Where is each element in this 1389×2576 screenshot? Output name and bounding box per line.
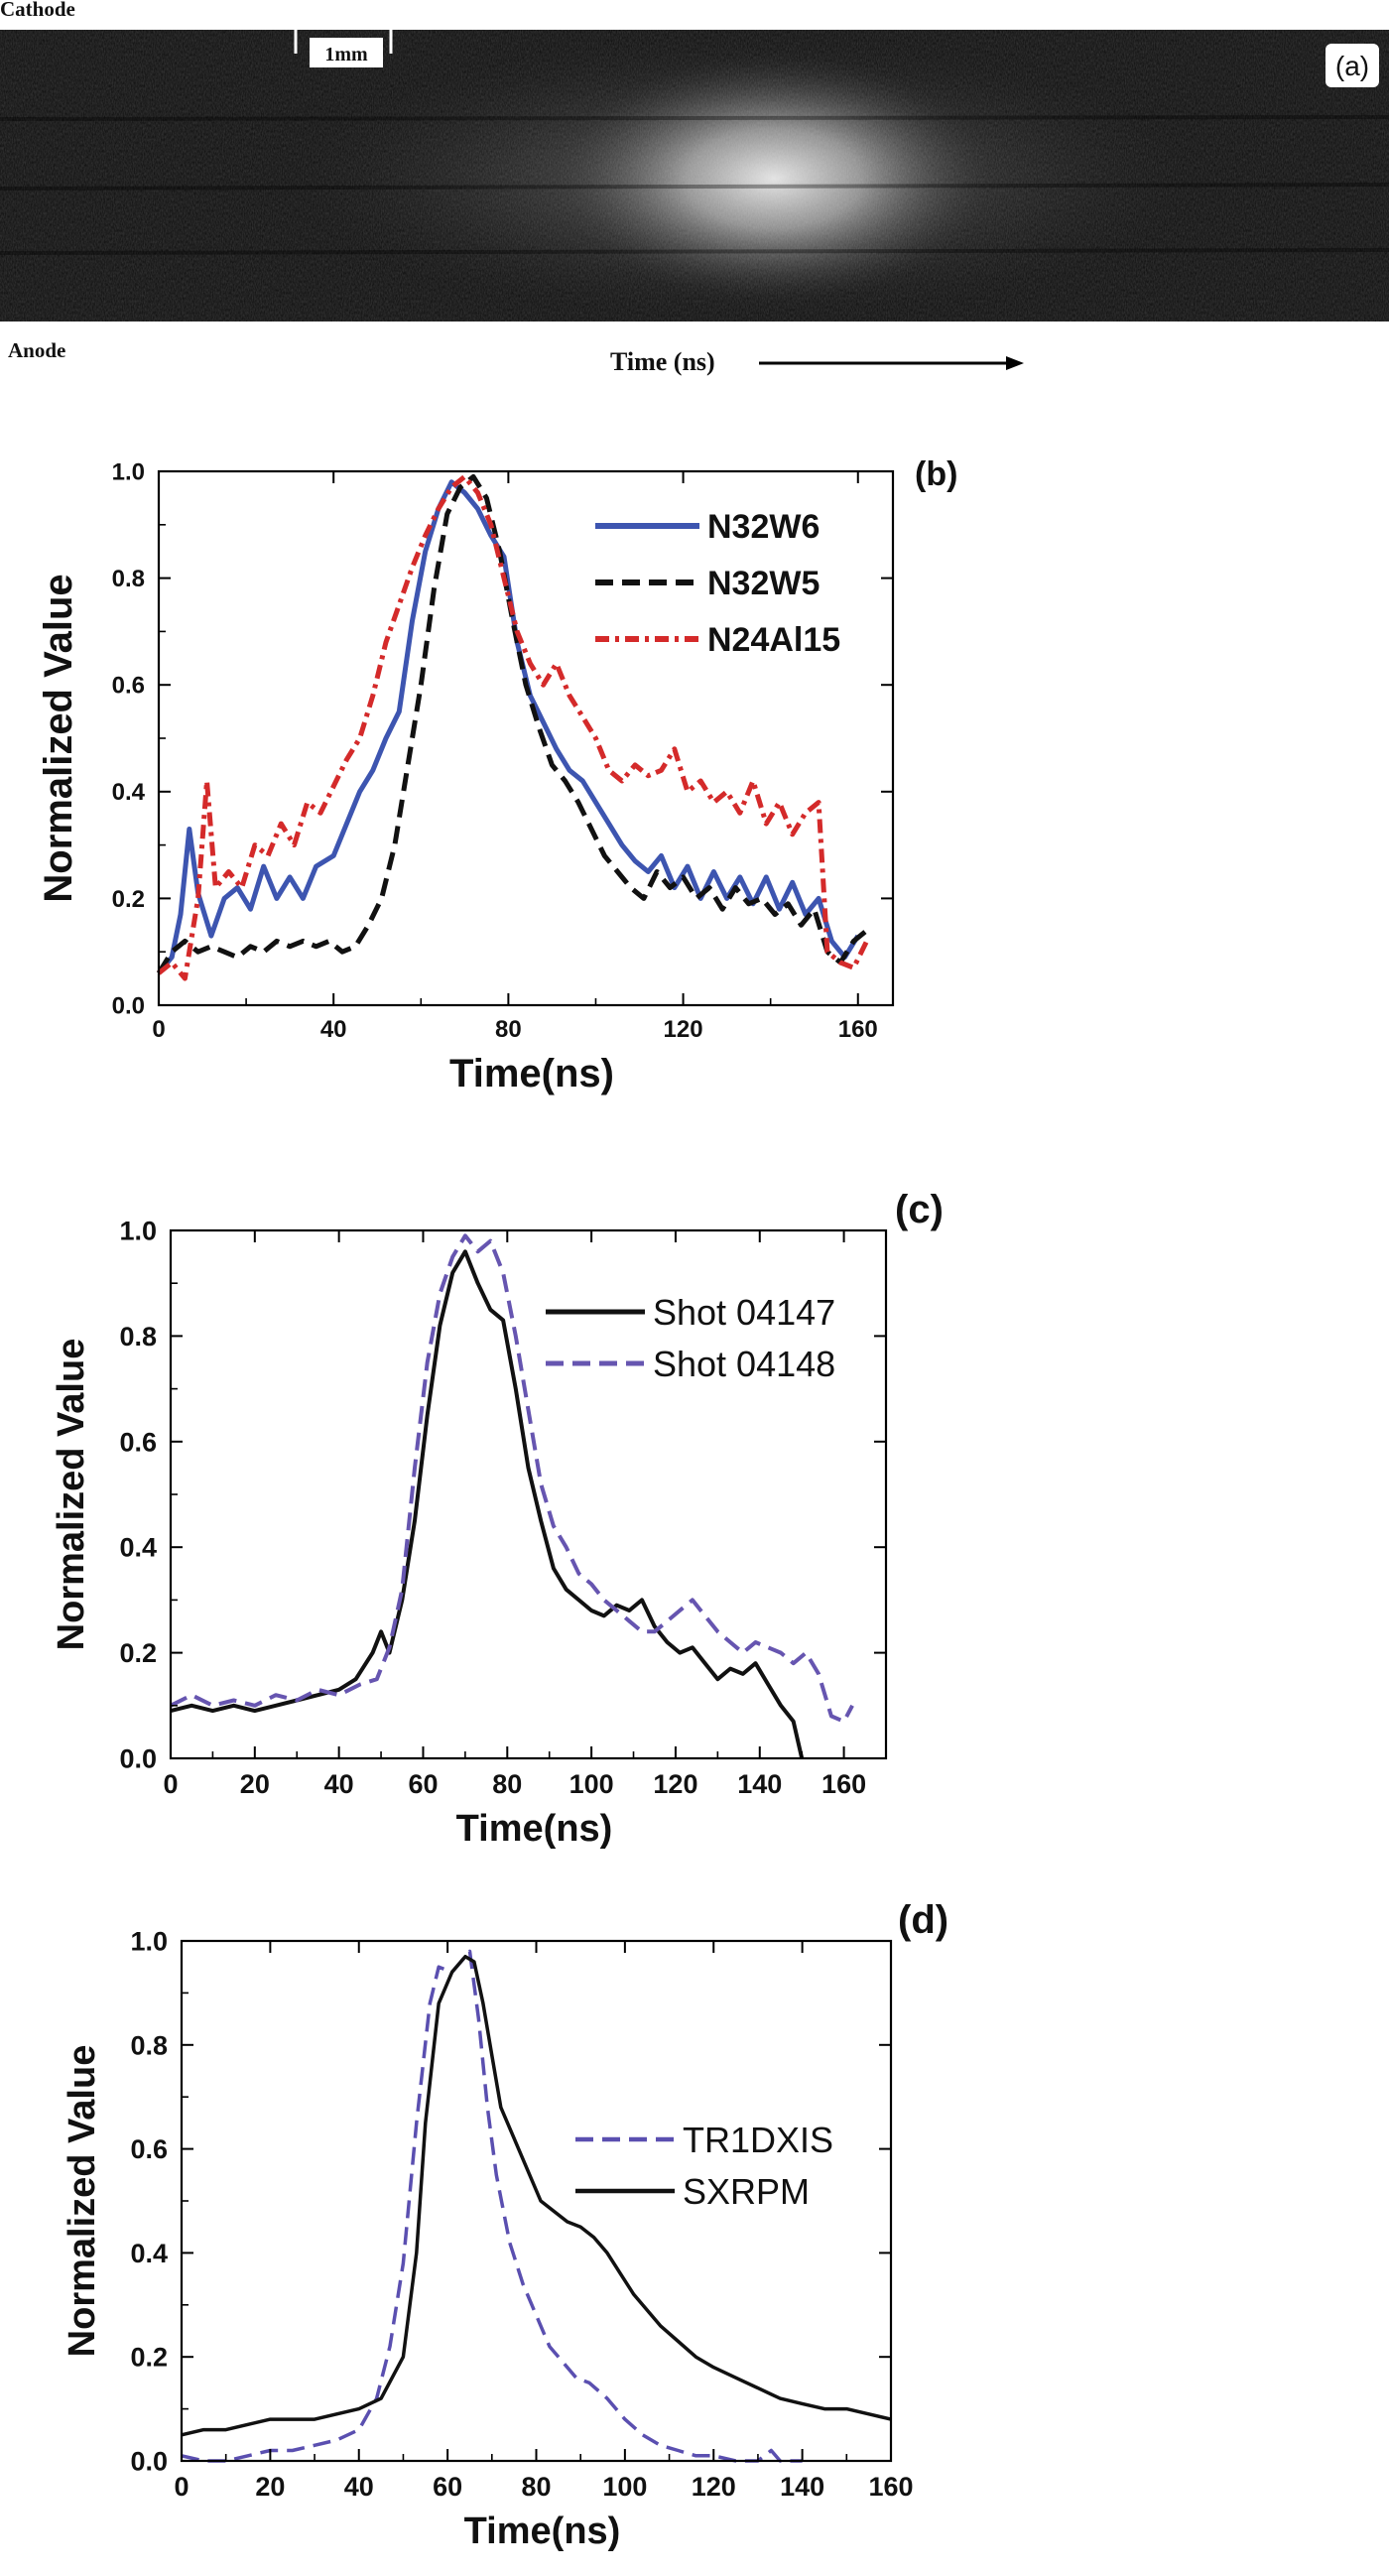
y-axis-title: Normalized Value — [51, 1339, 92, 1651]
streak-noise — [0, 30, 1389, 322]
y-tick-label: 0.4 — [112, 779, 146, 806]
x-tick-label: 80 — [492, 1769, 522, 1799]
scale-bar-box — [310, 38, 383, 67]
x-tick-label: 140 — [780, 2472, 824, 2502]
y-tick-label: 1.0 — [119, 1216, 157, 1245]
y-tick-label: 0.2 — [119, 1638, 157, 1668]
legend-label-2: Shot 04148 — [653, 1344, 835, 1384]
y-tick-label: 0.0 — [112, 992, 145, 1019]
x-tick-label: 100 — [602, 2472, 647, 2502]
x-tick-label: 120 — [664, 1016, 703, 1043]
anode-label: Anode — [8, 338, 65, 362]
x-tick-label: 40 — [324, 1769, 354, 1799]
series-line-2 — [170, 1233, 854, 1724]
y-tick-label: 0.2 — [130, 2343, 168, 2373]
time-axis-label: Time (ns) — [610, 347, 715, 376]
y-axis-title: Normalized Value — [37, 574, 80, 902]
x-tick-label: 0 — [174, 2472, 189, 2502]
x-tick-label: 80 — [495, 1016, 522, 1043]
chart-panel-b: 0 40 80 120 160 0.0 0.2 0.4 0.6 0.8 1.0 Time(ns) Nor… — [37, 455, 957, 1095]
x-tick-label: 160 — [868, 2472, 913, 2502]
y-tick-label: 0.0 — [130, 2446, 168, 2476]
x-tick-label: 160 — [821, 1769, 866, 1799]
x-tick-label: 60 — [433, 2472, 462, 2502]
x-tick-label: 120 — [692, 2472, 736, 2502]
cathode-label: Cathode — [0, 0, 75, 21]
y-tick-label: 0.2 — [112, 886, 145, 913]
legend-label-1: N32W6 — [707, 508, 820, 546]
panel-a: Cathode 1mm (a) Anode Time (ns) — [0, 0, 1389, 376]
series-line-2 — [156, 473, 869, 975]
x-tick-label: 100 — [569, 1769, 614, 1799]
y-tick-label: 1.0 — [112, 458, 145, 485]
x-tick-label: 0 — [163, 1769, 178, 1799]
series-line-1 — [181, 1949, 803, 2463]
panel-tag: (b) — [915, 455, 957, 493]
legend-label-1: Shot 04147 — [653, 1292, 835, 1333]
x-tick-label: 40 — [320, 1016, 347, 1043]
y-tick-label: 0.6 — [112, 673, 145, 700]
x-axis-title: Time(ns) — [456, 1808, 613, 1850]
chart-panel-d: 0 20 40 60 80 100 120 140 160 0.0 0.2 0.4 0.6 0.8 1.0 T… — [62, 1898, 948, 2552]
x-tick-label: 160 — [838, 1016, 878, 1043]
legend-label-2: SXRPM — [683, 2171, 810, 2212]
x-tick-label: 120 — [653, 1769, 697, 1799]
x-tick-label: 60 — [408, 1769, 438, 1799]
scale-bar-label: 1mm — [324, 44, 368, 65]
series-line-1 — [157, 479, 860, 975]
x-tick-label: 40 — [344, 2472, 374, 2502]
series-line-2 — [181, 1954, 892, 2437]
x-tick-label: 20 — [240, 1769, 270, 1799]
x-tick-label: 80 — [521, 2472, 551, 2502]
y-axis-title: Normalized Value — [62, 2045, 103, 2358]
x-axis-title: Time(ns) — [449, 1052, 614, 1095]
y-tick-label: 1.0 — [130, 1926, 168, 1956]
legend-label-3: N24Al15 — [707, 621, 840, 659]
chart-panel-c: 0 20 40 60 80 100 120 140 160 0.0 0.2 0.4 0.6 0.8 1.0 T… — [51, 1188, 944, 1850]
y-tick-label: 0.8 — [119, 1322, 157, 1352]
y-tick-label: 0.0 — [119, 1743, 157, 1773]
series-line-3 — [157, 473, 869, 981]
x-axis-title: Time(ns) — [464, 2511, 621, 2552]
time-arrow-head — [1006, 356, 1024, 370]
y-tick-label: 0.8 — [130, 2030, 168, 2060]
y-tick-label: 0.8 — [112, 566, 145, 592]
panel-a-label-box — [1326, 44, 1379, 87]
x-tick-label: 0 — [152, 1016, 165, 1043]
panel-tag: (c) — [895, 1188, 944, 1231]
y-tick-label: 0.4 — [119, 1533, 157, 1563]
y-tick-label: 0.4 — [130, 2239, 168, 2268]
legend-label-1: TR1DXIS — [683, 2120, 833, 2160]
panel-tag: (d) — [898, 1898, 948, 1942]
streak-bands — [0, 115, 1389, 255]
panel-a-label: (a) — [1335, 51, 1369, 81]
legend-label-2: N32W5 — [707, 565, 820, 602]
y-tick-label: 0.6 — [119, 1427, 157, 1457]
x-tick-label: 140 — [737, 1769, 782, 1799]
x-tick-label: 20 — [255, 2472, 285, 2502]
plot-frame — [157, 469, 895, 1007]
y-tick-label: 0.6 — [130, 2134, 168, 2164]
